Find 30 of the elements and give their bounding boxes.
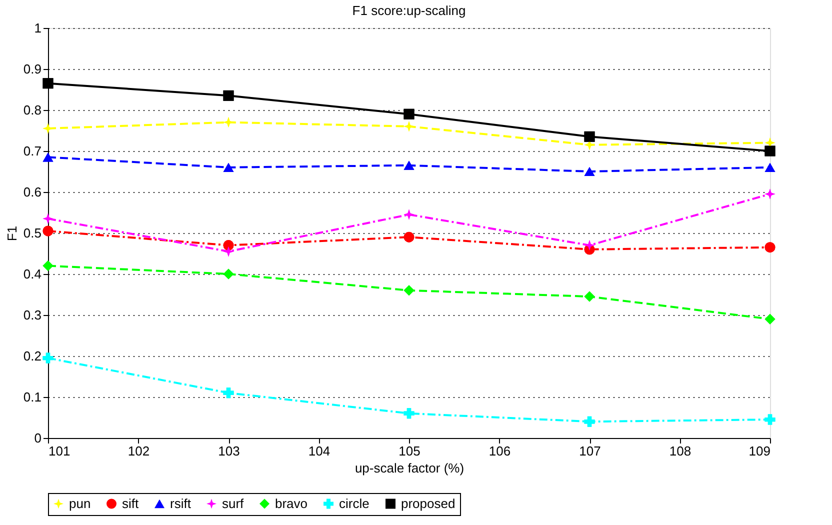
x-tick-label: 104 [308, 444, 330, 458]
y-tick-label: 0.2 [23, 348, 42, 364]
y-tick-label: 0.7 [23, 144, 42, 158]
legend-label: surf [222, 496, 244, 511]
y-tick-label: 0 [34, 430, 42, 446]
y-tick-label: 0.6 [23, 184, 42, 200]
chart-title: F1 score:up-scaling [352, 3, 466, 18]
x-tick-label: 105 [398, 444, 420, 458]
y-tick-label: 1 [34, 20, 42, 36]
legend-label: circle [339, 496, 370, 511]
x-axis-title: up-scale factor (%) [354, 460, 464, 476]
x-tick-label: 107 [579, 444, 601, 458]
y-tick-label: 0.1 [23, 390, 42, 404]
x-tick-label: 109 [748, 444, 770, 458]
y-tick-label: 0.4 [23, 266, 42, 282]
y-tick-label: 0.9 [23, 62, 42, 76]
x-tick-label: 101 [48, 444, 70, 458]
y-tick-label: 0.3 [23, 308, 42, 322]
y-tick-label: 0.5 [23, 226, 42, 240]
x-tick-label: 102 [128, 444, 150, 458]
legend-label: rsift [170, 496, 192, 511]
x-tick-label: 103 [218, 444, 240, 458]
y-axis-title: F1 [4, 226, 20, 242]
legend-label: proposed [401, 496, 456, 511]
legend-label: sift [122, 496, 139, 511]
legend-label: bravo [275, 496, 308, 511]
y-tick-label: 0.8 [23, 102, 42, 118]
x-tick-label: 106 [488, 444, 511, 458]
legend-label: pun [69, 496, 91, 511]
x-tick-label: 108 [669, 444, 692, 458]
